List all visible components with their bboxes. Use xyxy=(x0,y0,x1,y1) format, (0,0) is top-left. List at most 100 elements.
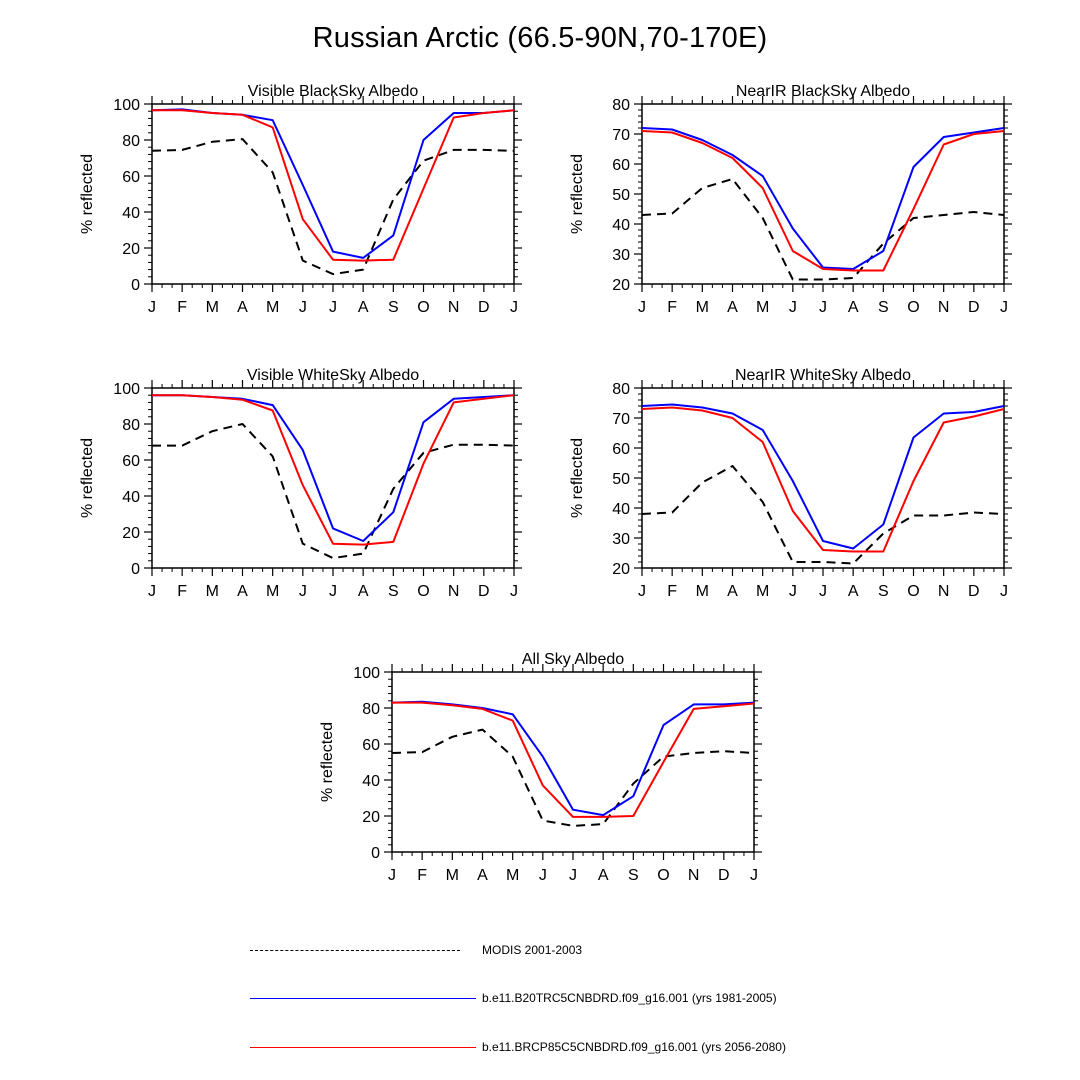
x-tick-label: J xyxy=(638,299,646,316)
x-tick-label: A xyxy=(848,583,859,600)
y-tick-label: 0 xyxy=(131,277,140,294)
y-tick-label: 40 xyxy=(122,489,140,506)
x-tick-label: M xyxy=(446,867,459,884)
x-tick-label: J xyxy=(148,299,156,316)
x-tick-label: N xyxy=(448,583,460,600)
chart-visible-whitesky: Visible WhiteSky Albedo % reflected J F M A M J… xyxy=(79,367,522,600)
x-tick-label: N xyxy=(688,867,700,884)
y-tick-label: 100 xyxy=(113,381,140,398)
panel-title: Visible WhiteSky Albedo xyxy=(247,367,419,384)
x-tick-label: J xyxy=(510,583,518,600)
y-tick-label: 60 xyxy=(122,453,140,470)
y-tick-label: 0 xyxy=(371,845,380,862)
y-tick-label: 60 xyxy=(612,441,630,458)
x-tick-label: O xyxy=(417,583,429,600)
b20-line xyxy=(151,108,515,259)
x-tick-label: N xyxy=(938,299,950,316)
y-axis-label: % reflected xyxy=(319,722,336,802)
x-tick-label: S xyxy=(628,867,639,884)
panel-title: NearIR WhiteSky Albedo xyxy=(735,367,911,384)
x-tick-label: A xyxy=(358,583,369,600)
legend-line-b20 xyxy=(250,998,476,999)
panel-title: All Sky Albedo xyxy=(522,651,624,668)
y-tick-label: 60 xyxy=(612,157,630,174)
b20-line xyxy=(641,127,1005,270)
rcp85-line xyxy=(392,701,755,818)
x-tick-label: S xyxy=(878,299,889,316)
x-tick-label: N xyxy=(448,299,460,316)
x-tick-label: D xyxy=(968,583,980,600)
panel-title: Visible BlackSky Albedo xyxy=(248,83,419,100)
x-tick-label: D xyxy=(718,867,730,884)
y-tick-label: 80 xyxy=(362,701,380,718)
y-tick-label: 40 xyxy=(362,773,380,790)
y-tick-label: 70 xyxy=(612,127,630,144)
y-tick-label: 50 xyxy=(612,187,630,204)
x-tick-label: F xyxy=(177,299,187,316)
plot-frame xyxy=(151,387,515,569)
x-tick-label: D xyxy=(478,299,490,316)
rcp85-line xyxy=(641,130,1005,272)
legend-line-modis xyxy=(250,950,460,951)
x-tick-label: A xyxy=(848,299,859,316)
x-tick-label: J xyxy=(789,299,797,316)
rcp85-line xyxy=(641,406,1005,553)
modis-line xyxy=(391,728,755,827)
x-tick-label: J xyxy=(510,299,518,316)
b20-line xyxy=(152,394,515,542)
x-tick-label: F xyxy=(667,299,677,316)
x-tick-label: F xyxy=(417,867,427,884)
x-tick-label: M xyxy=(696,299,709,316)
y-tick-label: 80 xyxy=(122,133,140,150)
x-tick-label: J xyxy=(329,583,337,600)
b20-line xyxy=(641,403,1005,550)
x-tick-label: M xyxy=(696,583,709,600)
x-tick-label: J xyxy=(569,867,577,884)
y-tick-label: 20 xyxy=(612,277,630,294)
x-tick-label: M xyxy=(206,583,219,600)
y-tick-label: 30 xyxy=(612,531,630,548)
y-tick-label: 40 xyxy=(612,217,630,234)
plot-frame xyxy=(151,103,515,285)
x-tick-label: S xyxy=(388,299,399,316)
legend-label-modis: MODIS 2001-2003 xyxy=(482,943,583,957)
x-tick-label: D xyxy=(968,299,980,316)
y-tick-label: 20 xyxy=(612,561,630,578)
x-tick-label: N xyxy=(938,583,950,600)
x-tick-label: J xyxy=(750,867,758,884)
x-tick-label: S xyxy=(388,583,399,600)
y-tick-label: 100 xyxy=(353,665,380,682)
y-tick-label: 40 xyxy=(122,205,140,222)
legend-label-rcp85: b.e11.BRCP85C5CNBDRD.f09_g16.001 (yrs 20… xyxy=(482,1040,786,1054)
modis-line xyxy=(152,423,515,560)
x-tick-label: O xyxy=(657,867,669,884)
y-axis-label: % reflected xyxy=(569,438,586,518)
x-tick-label: M xyxy=(506,867,519,884)
y-tick-label: 20 xyxy=(122,241,140,258)
y-tick-label: 40 xyxy=(612,501,630,518)
plot-frame xyxy=(391,671,755,853)
x-tick-label: A xyxy=(598,867,609,884)
page-title: Russian Arctic (66.5-90N,70-170E) xyxy=(312,22,768,54)
x-tick-label: O xyxy=(417,299,429,316)
y-tick-label: 20 xyxy=(122,525,140,542)
y-tick-label: 20 xyxy=(362,809,380,826)
x-tick-label: J xyxy=(148,583,156,600)
chart-nearir-blacksky: NearIR BlackSky Albedo % reflected J F M A M J J… xyxy=(569,83,1012,316)
rcp85-line xyxy=(152,109,515,262)
y-axis-label: % reflected xyxy=(569,154,586,234)
x-tick-label: S xyxy=(878,583,889,600)
x-tick-label: A xyxy=(237,583,248,600)
y-tick-label: 70 xyxy=(612,411,630,428)
x-tick-label: A xyxy=(727,583,738,600)
chart-visible-blacksky: Visible BlackSky Albedo % reflected J F M A M J… xyxy=(79,83,522,316)
x-tick-label: J xyxy=(789,583,797,600)
b20-line xyxy=(391,700,755,817)
x-tick-label: J xyxy=(819,583,827,600)
x-tick-label: J xyxy=(1000,299,1008,316)
x-tick-label: F xyxy=(667,583,677,600)
x-tick-label: J xyxy=(329,299,337,316)
x-tick-label: J xyxy=(299,299,307,316)
y-axis-label: % reflected xyxy=(79,154,96,234)
x-tick-label: J xyxy=(388,867,396,884)
